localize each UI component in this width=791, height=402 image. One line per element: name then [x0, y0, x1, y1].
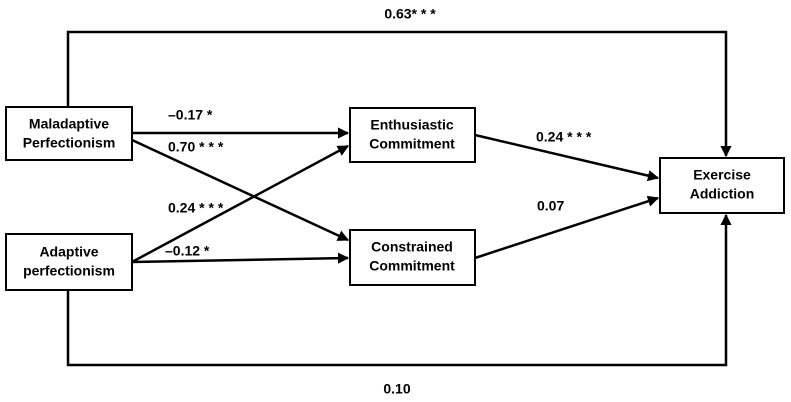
edge: [474, 133, 660, 182]
edge-label: –0.12 *: [165, 243, 210, 259]
node-label: Addiction: [690, 186, 755, 202]
node: Adaptive perfectionism: [5, 233, 133, 291]
node-label: Constrained: [371, 239, 453, 255]
node-label: Perfectionism: [23, 135, 116, 151]
node-box: [349, 229, 476, 286]
edge: [474, 195, 660, 260]
edge-label: 0.10: [383, 381, 410, 397]
edge: [66, 213, 732, 367]
edge-label: 0.07: [537, 198, 564, 214]
node-box: [659, 157, 785, 214]
node-label: Maladaptive: [29, 116, 109, 132]
node-label: Commitment: [369, 258, 455, 274]
node: Exercise Addiction: [659, 157, 785, 214]
node-label: Commitment: [369, 136, 455, 152]
edge: [131, 252, 350, 264]
node-box: [349, 107, 476, 163]
node: Enthusiastic Commitment: [349, 107, 476, 163]
node-box: [5, 106, 133, 161]
edge-label: 0.24 * * *: [536, 129, 592, 145]
edge: [66, 30, 732, 158]
node-box: [5, 233, 133, 291]
edges: [66, 30, 732, 367]
edge: [131, 138, 350, 242]
node: Maladaptive Perfectionism: [5, 106, 133, 161]
node-label: perfectionism: [23, 263, 115, 279]
edge-label: 0.24 * * *: [168, 200, 224, 216]
node-label: Exercise: [693, 167, 751, 183]
edge-label: –0.17 *: [168, 107, 213, 123]
edge: [131, 144, 349, 264]
node: Constrained Commitment: [349, 229, 476, 286]
node-label: Enthusiastic: [370, 117, 453, 133]
node-label: Adaptive: [39, 244, 98, 260]
edge-label: 0.63* * *: [384, 6, 436, 22]
edge-label: 0.70 * * *: [168, 139, 224, 155]
